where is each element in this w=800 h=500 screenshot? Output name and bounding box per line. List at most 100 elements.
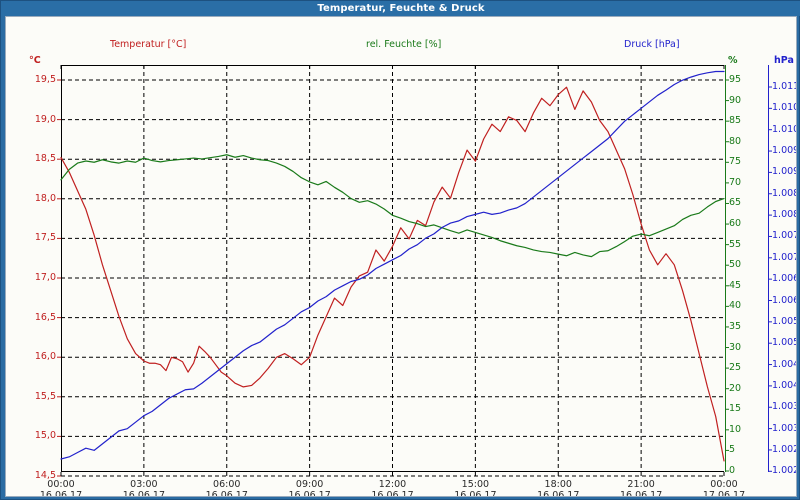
humidity-tick-label: 40 — [729, 300, 742, 312]
pressure-tick-label: 1.010 — [772, 123, 797, 135]
legend-item-pressure: Druck [hPa] — [624, 39, 680, 50]
legend-item-temperature: Temperatur [°C] — [110, 39, 187, 50]
pressure-tick-label: 1.004 — [772, 379, 797, 391]
humidity-tick-label: 80 — [729, 135, 742, 147]
pressure-axis-line — [768, 65, 769, 472]
pressure-tick-label: 1.010 — [772, 102, 797, 114]
time-axis-tick-date: 16.06.17 — [288, 490, 331, 497]
time-axis-tick-date: 16.06.17 — [205, 490, 248, 497]
humidity-tick-label: 0 — [729, 465, 736, 476]
legend-item-humidity: rel. Feuchte [%] — [366, 39, 442, 50]
humidity-tick-label: 25 — [729, 362, 742, 374]
pressure-tick-label: 1.003 — [772, 401, 797, 413]
humidity-axis-line — [725, 65, 726, 472]
pressure-tick-label: 1.008 — [772, 209, 797, 221]
humidity-tick-label: 70 — [729, 176, 742, 188]
time-axis-tick-date: 16.06.17 — [619, 490, 663, 497]
humidity-tick-label: 55 — [729, 238, 742, 250]
plot-area — [57, 65, 725, 477]
time-axis-tick-time: 09:00 — [295, 479, 324, 490]
humidity-axis-ticks: 95 90 85 80 75 70 65 60 55 50 45 40 35 30 25 20 15 10 5 0 — [729, 65, 759, 475]
temperature-tick-label: 14,5 — [34, 470, 56, 481]
humidity-tick-label: 35 — [729, 320, 742, 332]
time-axis-tick-date: 16.06.17 — [371, 490, 414, 497]
temperature-axis-ticks: 19,5 19,0 18,5 18,0 17,5 17,0 16,5 16,0 15,5 15,0… — [6, 65, 56, 480]
pressure-tick-label: 1.005 — [772, 337, 797, 349]
time-axis: 00:00 16.06.17 03:00 16.06.17 06:00 16.06.17 0… — [6, 475, 796, 497]
window-title: Temperatur, Feuchte & Druck — [1, 1, 800, 16]
humidity-tick-label: 85 — [729, 115, 742, 127]
time-axis-tick-date: 16.06.17 — [122, 490, 166, 497]
time-axis-tick-time: 00:00 — [47, 479, 75, 490]
humidity-tick-label: 45 — [729, 279, 742, 291]
time-axis-tick: 00:00 17.06.17 — [689, 479, 759, 497]
temperature-tick-label: 18,0 — [34, 192, 56, 204]
time-axis-tick: 09:00 16.06.17 — [275, 479, 345, 497]
time-axis-tick-date: 16.06.17 — [537, 490, 580, 497]
temperature-tick-label: 15,0 — [34, 430, 56, 442]
pressure-tick-label: 1.007 — [772, 251, 797, 263]
time-axis-tick-time: 18:00 — [544, 479, 572, 490]
humidity-tick-label: 5 — [729, 444, 736, 456]
pressure-axis-ticks: 1.011 1.010 1.010 1.009 1.009 1.008 1.008 1.007… — [772, 65, 797, 475]
pressure-tick-label: 1.006 — [772, 294, 797, 306]
time-axis-tick-time: 15:00 — [461, 479, 490, 490]
time-axis-tick-time: 12:00 — [378, 479, 407, 490]
humidity-tick-label: 60 — [729, 218, 742, 230]
temperature-tick-label: 19,5 — [34, 74, 56, 85]
humidity-tick-label: 65 — [729, 197, 742, 209]
humidity-tick-label: 75 — [729, 156, 742, 168]
pressure-tick-label: 1.004 — [772, 358, 797, 370]
pressure-tick-label: 1.011 — [772, 81, 797, 92]
humidity-tick-label: 20 — [729, 382, 742, 394]
temperature-axis-unit: °C — [29, 55, 41, 66]
time-axis-tick-time: 06:00 — [213, 479, 241, 490]
time-axis-tick: 00:00 16.06.17 — [26, 479, 96, 497]
axis-tick-marks — [768, 86, 772, 472]
axis-tick-marks — [725, 79, 729, 472]
series-line — [60, 70, 725, 460]
temperature-tick-label: 16,0 — [34, 351, 56, 363]
time-axis-tick-time: 00:00 — [710, 479, 738, 490]
pressure-tick-label: 1.007 — [772, 230, 797, 242]
pressure-tick-label: 1.002 — [772, 465, 797, 477]
chart-panel: Temperatur [°C] rel. Feuchte [%] Druck [… — [5, 16, 797, 497]
temperature-tick-label: 18,5 — [34, 153, 56, 165]
temperature-tick-label: 19,0 — [34, 113, 56, 125]
time-axis-tick-time: 21:00 — [627, 479, 655, 490]
time-axis-tick: 15:00 16.06.17 — [440, 479, 510, 497]
time-axis-tick-date: 17.06.17 — [702, 490, 746, 497]
series-line — [60, 86, 725, 462]
pressure-tick-label: 1.006 — [772, 273, 797, 285]
series-line — [60, 154, 725, 258]
temperature-tick-label: 17,5 — [34, 232, 56, 244]
humidity-tick-label: 30 — [729, 341, 742, 353]
pressure-tick-label: 1.009 — [772, 166, 797, 178]
grid-lines — [57, 65, 725, 477]
time-axis-tick: 03:00 16.06.17 — [109, 479, 179, 497]
time-axis-tick-date: 16.06.17 — [39, 490, 83, 497]
humidity-tick-label: 15 — [729, 403, 742, 415]
temperature-tick-label: 17,0 — [34, 272, 56, 283]
data-series — [60, 70, 725, 462]
pressure-tick-label: 1.009 — [772, 145, 797, 157]
humidity-tick-label: 50 — [729, 259, 742, 271]
time-axis-tick-time: 03:00 — [130, 479, 158, 490]
time-axis-tick: 06:00 16.06.17 — [192, 479, 262, 497]
pressure-tick-label: 1.008 — [772, 187, 797, 199]
temperature-tick-label: 15,5 — [34, 390, 56, 402]
humidity-tick-label: 10 — [729, 423, 742, 435]
time-axis-tick-date: 16.06.17 — [454, 490, 497, 497]
temperature-tick-label: 16,5 — [34, 311, 56, 323]
pressure-tick-label: 1.005 — [772, 315, 797, 327]
time-axis-tick: 18:00 16.06.17 — [523, 479, 593, 497]
humidity-axis-unit: % — [728, 55, 738, 66]
time-axis-tick: 21:00 16.06.17 — [606, 479, 676, 497]
humidity-tick-label: 95 — [729, 74, 742, 85]
pressure-axis-unit: hPa — [774, 55, 794, 66]
time-axis-tick: 12:00 16.06.17 — [358, 479, 428, 497]
humidity-tick-label: 90 — [729, 94, 742, 106]
pressure-tick-label: 1.002 — [772, 443, 797, 455]
pressure-tick-label: 1.003 — [772, 422, 797, 434]
